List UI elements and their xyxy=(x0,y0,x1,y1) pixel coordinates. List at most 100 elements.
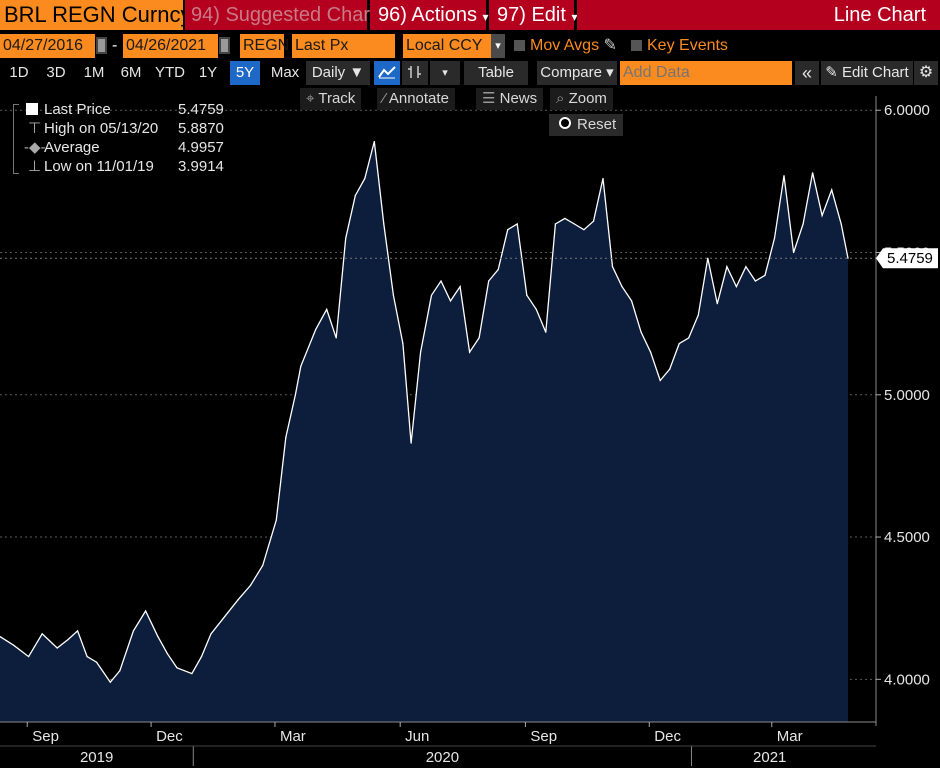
data-point xyxy=(831,189,833,191)
legend-average: -◆- Average 4.9957 xyxy=(10,138,235,157)
calendar-icon[interactable] xyxy=(219,37,230,54)
data-point xyxy=(420,351,422,353)
data-point xyxy=(373,140,375,143)
data-point xyxy=(119,670,121,672)
range-button-3d[interactable]: 3D xyxy=(46,64,66,81)
data-point xyxy=(545,331,547,333)
legend-avg-value: 4.9957 xyxy=(178,139,224,156)
legend-avg-label: Average xyxy=(44,139,100,156)
range-button-1y[interactable]: 1Y xyxy=(198,64,218,81)
zoom-label: Zoom xyxy=(568,90,607,107)
mov-avgs-toggle[interactable]: Mov Avgs ✎ xyxy=(514,34,617,58)
y-tick-label: 5.0000 xyxy=(884,387,930,404)
range-button-1m[interactable]: 1M xyxy=(83,64,105,81)
data-point xyxy=(402,343,404,345)
add-data-input[interactable] xyxy=(620,61,792,85)
data-point xyxy=(13,644,15,646)
data-point xyxy=(56,647,58,649)
table-button[interactable]: Table xyxy=(464,61,528,85)
x-tick-label: Sep xyxy=(530,728,557,745)
track-label: Track xyxy=(318,90,356,107)
x-tick-label: Mar xyxy=(777,728,803,745)
suggested-charts-menu[interactable]: 94) Suggested Charts xyxy=(185,0,386,30)
x-tick-label: Dec xyxy=(156,728,183,745)
y-tick-label: 6.0000 xyxy=(884,102,930,119)
currency-selector[interactable]: Local CCY xyxy=(403,34,491,58)
data-point xyxy=(640,331,642,333)
range-button-max[interactable]: Max xyxy=(270,64,300,81)
bar-chart-icon[interactable] xyxy=(402,61,428,85)
data-point xyxy=(191,673,193,675)
data-point xyxy=(840,223,842,225)
data-point xyxy=(602,177,604,180)
key-events-label: Key Events xyxy=(647,37,728,54)
data-point xyxy=(516,223,518,225)
data-point xyxy=(688,337,690,339)
range-button-ytd[interactable]: YTD xyxy=(155,64,185,81)
data-point xyxy=(410,442,412,444)
calendar-icon[interactable] xyxy=(96,37,107,54)
chevron-down-icon[interactable]: ▾ xyxy=(491,34,505,58)
data-point xyxy=(132,630,134,632)
start-date-field[interactable]: 04/27/2016 xyxy=(0,34,95,58)
range-button-1d[interactable]: 1D xyxy=(9,64,29,81)
edit-menu[interactable]: 97) Edit ▾ xyxy=(489,0,578,30)
annotate-tool[interactable]: ⁄ Annotate xyxy=(377,88,455,110)
legend-high-value: 5.8870 xyxy=(178,120,224,137)
data-point xyxy=(237,599,239,601)
data-point xyxy=(526,294,528,296)
legend-last-label: Last Price xyxy=(44,101,111,118)
data-point xyxy=(611,266,614,268)
data-point xyxy=(364,177,366,180)
data-point xyxy=(621,286,623,288)
pencil-icon[interactable]: ✎ xyxy=(603,37,617,54)
key-events-toggle[interactable]: Key Events xyxy=(631,34,728,58)
line-chart-icon[interactable] xyxy=(374,61,400,85)
compare-menu[interactable]: Compare ▾ xyxy=(537,61,617,85)
y-tick-label: 4.5000 xyxy=(884,529,930,546)
data-point xyxy=(459,286,461,288)
chart-kind-title: Line Chart xyxy=(833,4,926,26)
edit-chart-label: Edit Chart xyxy=(842,64,909,81)
edit-chart-button[interactable]: ✎ Edit Chart xyxy=(821,61,913,85)
magnifier-icon: ⌕ xyxy=(556,90,565,107)
legend-low-value: 3.9914 xyxy=(178,158,224,175)
price-chart[interactable]: 4.00004.50005.00005.50006.00005.4759SepD… xyxy=(0,88,940,768)
x-tick-label: Dec xyxy=(654,728,681,745)
collapse-icon[interactable]: « xyxy=(795,61,819,85)
data-point xyxy=(354,195,356,197)
data-point xyxy=(554,223,557,225)
zoom-tool[interactable]: ⌕ Zoom xyxy=(550,88,613,110)
data-point xyxy=(745,266,747,268)
reset-label: Reset xyxy=(577,116,617,133)
field-selector[interactable]: Last Px xyxy=(292,34,395,58)
chevron-down-icon[interactable]: ▾ xyxy=(430,61,460,85)
track-tool[interactable]: ⌖ Track xyxy=(300,88,362,110)
data-point xyxy=(77,630,79,632)
year-label: 2021 xyxy=(753,749,786,766)
data-point xyxy=(783,175,785,177)
data-point xyxy=(631,300,633,302)
data-point xyxy=(773,237,776,239)
end-date-field[interactable]: 04/26/2021 xyxy=(123,34,218,58)
legend-high: ⊤ High on 05/13/20 5.8870 xyxy=(10,119,235,138)
data-point xyxy=(157,636,159,638)
news-tool[interactable]: ☰ News xyxy=(476,88,544,110)
reset-button[interactable]: Reset xyxy=(549,114,623,136)
data-point xyxy=(821,214,823,217)
news-label: News xyxy=(499,90,538,107)
data-point xyxy=(294,394,296,396)
year-label: 2019 xyxy=(80,749,113,766)
actions-menu[interactable]: 96) Actions ▾ xyxy=(370,0,489,30)
data-point xyxy=(707,257,709,259)
range-button-5y[interactable]: 5Y xyxy=(230,61,260,85)
source-field[interactable]: REGN xyxy=(240,34,289,58)
pencil-icon: ✎ xyxy=(825,64,838,81)
checkbox-icon xyxy=(514,40,525,51)
range-button-6m[interactable]: 6M xyxy=(120,64,142,81)
data-point xyxy=(335,337,337,339)
data-point xyxy=(488,280,490,282)
frequency-selector[interactable]: Daily ▼ xyxy=(306,61,370,85)
gear-icon[interactable]: ⚙ xyxy=(914,61,938,85)
ticker-field[interactable]: BRL REGN Curncy xyxy=(0,0,191,30)
